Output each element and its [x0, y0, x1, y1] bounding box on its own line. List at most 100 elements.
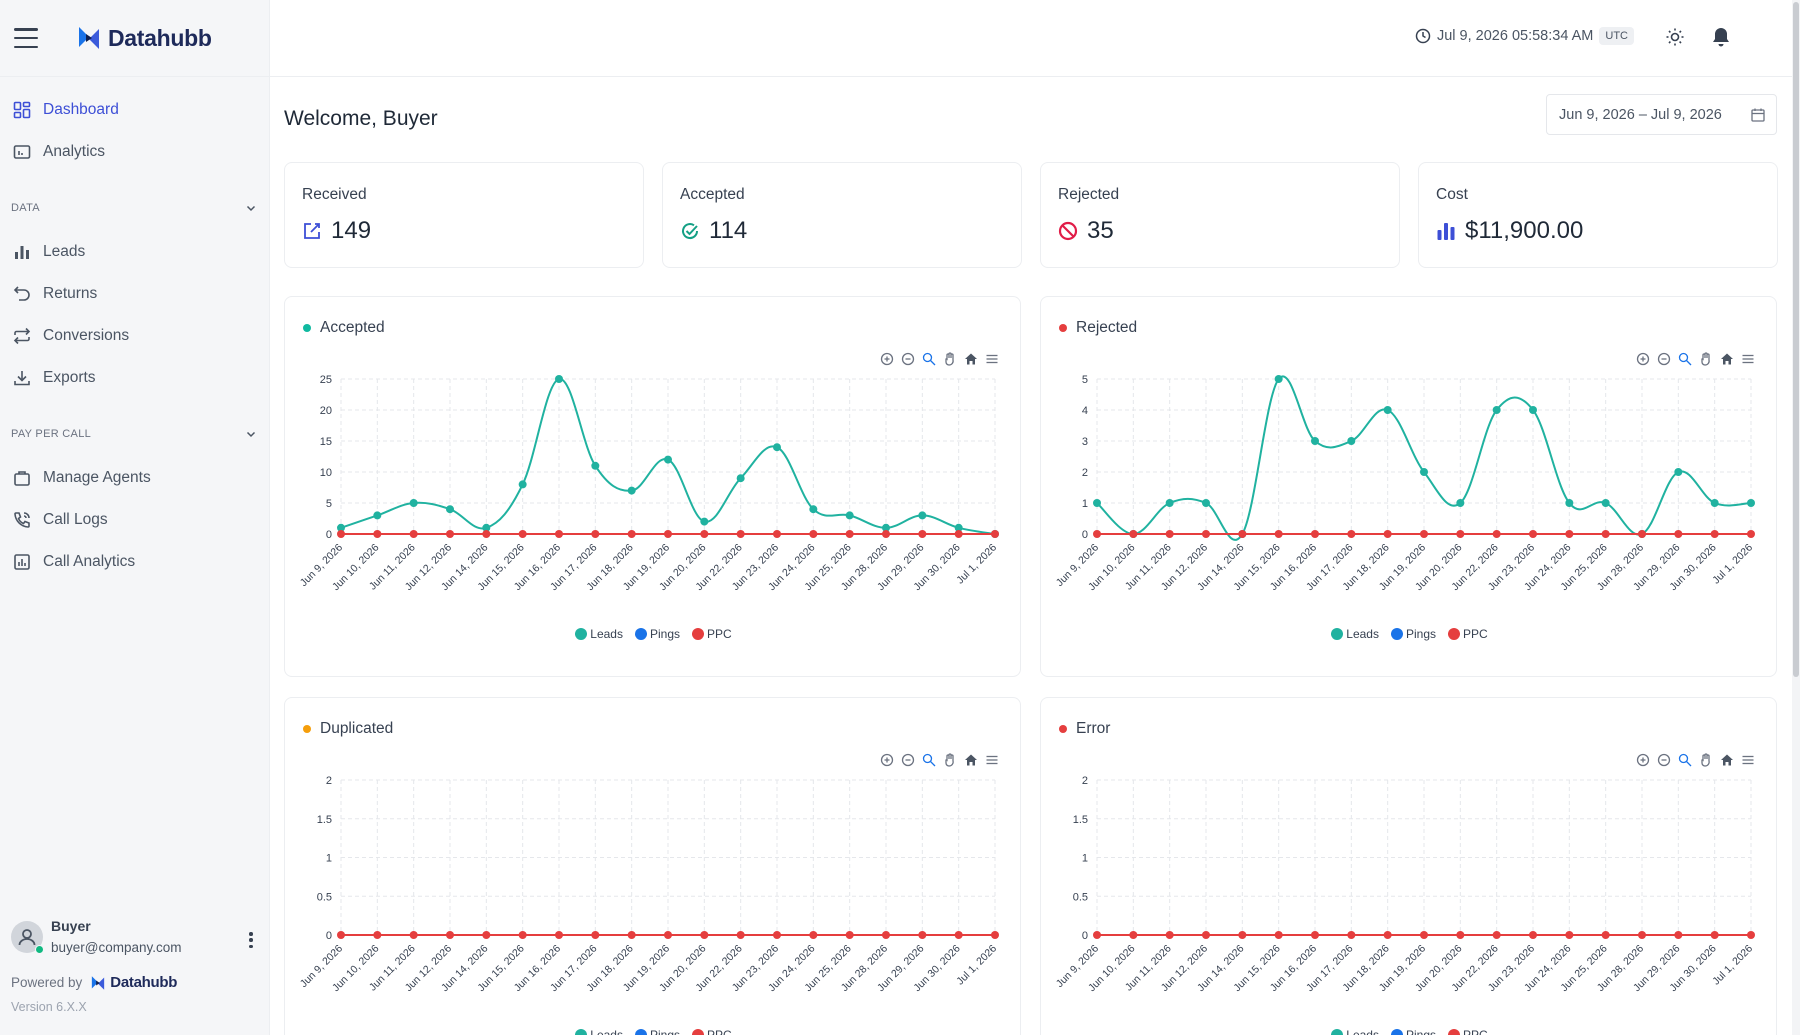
pan-hand-icon[interactable] [1698, 752, 1714, 768]
sidebar-item-returns[interactable]: Returns [0, 273, 269, 315]
legend-item-ppc[interactable]: PPC [692, 627, 732, 641]
data-point [1601, 499, 1610, 507]
magnify-icon[interactable] [1677, 351, 1693, 367]
legend-label: Leads [1346, 1028, 1379, 1035]
pan-hand-icon[interactable] [942, 351, 958, 367]
zoom-in-icon[interactable] [879, 351, 895, 367]
zoom-out-icon[interactable] [1656, 752, 1672, 768]
menu-icon[interactable] [1740, 752, 1756, 768]
magnify-icon[interactable] [1677, 752, 1693, 768]
home-icon[interactable] [1719, 752, 1735, 768]
stat-card-rejected: Rejected 35 [1040, 162, 1400, 268]
top-bar: Jul 9, 2026 05:58:34 AM UTC [270, 0, 1792, 77]
section-ppc-toggle[interactable]: PAY PER CALL [0, 419, 269, 449]
home-icon[interactable] [963, 351, 979, 367]
sidebar-item-analytics[interactable]: Analytics [0, 131, 269, 173]
magnify-icon[interactable] [921, 752, 937, 768]
powered-by-brand: Datahubb [110, 974, 178, 991]
legend-item-ppc[interactable]: PPC [1448, 1028, 1488, 1035]
menu-icon[interactable] [984, 351, 1000, 367]
data-point [1383, 406, 1392, 414]
zoom-out-icon[interactable] [1656, 351, 1672, 367]
data-point [1311, 437, 1319, 445]
data-point [1638, 530, 1646, 538]
legend-label: Leads [590, 1028, 623, 1035]
home-icon[interactable] [1719, 351, 1735, 367]
bar-chart-icon [12, 242, 32, 262]
legend-item-ppc[interactable]: PPC [1448, 627, 1488, 641]
dashboard-icon [12, 100, 32, 120]
chart-title-text: Error [1076, 720, 1111, 737]
date-range-picker[interactable]: Jun 9, 2026 – Jul 9, 2026 [1546, 94, 1777, 135]
theme-toggle-button[interactable] [1665, 27, 1685, 52]
legend-label: PPC [707, 627, 732, 641]
user-icon [18, 928, 36, 945]
zoom-out-icon[interactable] [900, 351, 916, 367]
datetime-text: Jul 9, 2026 05:58:34 AM [1436, 28, 1594, 44]
sidebar-item-dashboard[interactable]: Dashboard [0, 89, 269, 131]
pan-hand-icon[interactable] [1698, 351, 1714, 367]
notifications-button[interactable] [1711, 26, 1731, 53]
data-point [773, 530, 781, 538]
legend-item-pings[interactable]: Pings [1390, 627, 1436, 641]
sidebar-item-manage-agents[interactable]: Manage Agents [0, 457, 269, 499]
legend-item-pings[interactable]: Pings [1390, 1028, 1437, 1035]
sidebar-item-label: Leads [43, 243, 86, 260]
legend-item-leads[interactable]: Leads [575, 1028, 623, 1035]
legend-item-ppc[interactable]: PPC [692, 1028, 732, 1035]
magnify-icon[interactable] [921, 351, 937, 367]
y-tick-label: 0 [326, 529, 332, 541]
legend-swatch-icon [575, 628, 588, 640]
sidebar-item-exports[interactable]: Exports [0, 357, 269, 399]
home-icon[interactable] [963, 752, 979, 768]
y-tick-label: 0 [1082, 529, 1088, 541]
scrollbar-thumb[interactable] [1793, 2, 1799, 677]
data-point [627, 486, 636, 495]
zoom-in-icon[interactable] [1635, 752, 1651, 768]
legend-label: Pings [649, 627, 681, 641]
legend-label: Leads [590, 627, 623, 641]
sidebar-item-call-analytics[interactable]: Call Analytics [0, 541, 269, 583]
sidebar-item-call-logs[interactable]: Call Logs [0, 499, 269, 541]
page-scrollbar[interactable] [1792, 0, 1800, 1035]
stat-card-cost: Cost $11,900.00 [1418, 162, 1778, 268]
data-point [664, 931, 672, 939]
legend-swatch-icon [1390, 1029, 1403, 1035]
legend-item-leads[interactable]: Leads [575, 627, 623, 641]
zoom-in-icon[interactable] [879, 752, 895, 768]
call-analytics-icon [12, 552, 32, 572]
app-version: Version 6.X.X [11, 1000, 87, 1014]
more-options-icon[interactable] [249, 932, 253, 948]
stat-value: 35 [1087, 217, 1114, 244]
legend-item-leads[interactable]: Leads [1331, 627, 1379, 641]
y-tick-label: 0.5 [317, 891, 332, 903]
stat-label: Accepted [680, 186, 745, 203]
menu-icon[interactable] [1740, 351, 1756, 367]
zoom-in-icon[interactable] [1635, 351, 1651, 367]
briefcase-icon [12, 468, 32, 488]
app-logo[interactable]: Datahubb [76, 25, 212, 52]
section-data-toggle[interactable]: DATA [0, 193, 269, 223]
status-dot-icon [303, 725, 311, 733]
legend-swatch-icon [692, 628, 705, 640]
menu-icon[interactable] [984, 752, 1000, 768]
zoom-out-icon[interactable] [900, 752, 916, 768]
menu-toggle-icon[interactable] [14, 28, 38, 48]
data-point [845, 530, 854, 538]
data-point [1529, 931, 1537, 939]
legend-label: Pings [1405, 1028, 1437, 1035]
stat-value: 149 [331, 217, 372, 244]
sidebar-item-conversions[interactable]: Conversions [0, 315, 269, 357]
legend-item-pings[interactable]: Pings [634, 627, 681, 641]
datahubb-logo-icon [79, 27, 99, 49]
pan-hand-icon[interactable] [942, 752, 958, 768]
data-point [591, 530, 600, 538]
legend-item-leads[interactable]: Leads [1331, 1028, 1379, 1035]
legend-swatch-icon [1448, 628, 1461, 640]
user-profile[interactable]: Buyer buyer@company.com [11, 918, 261, 955]
legend-item-pings[interactable]: Pings [634, 1028, 680, 1035]
stat-label: Cost [1436, 186, 1468, 203]
chart-title: Accepted [303, 319, 385, 337]
sidebar-item-leads[interactable]: Leads [0, 231, 269, 273]
data-point [1093, 499, 1101, 507]
